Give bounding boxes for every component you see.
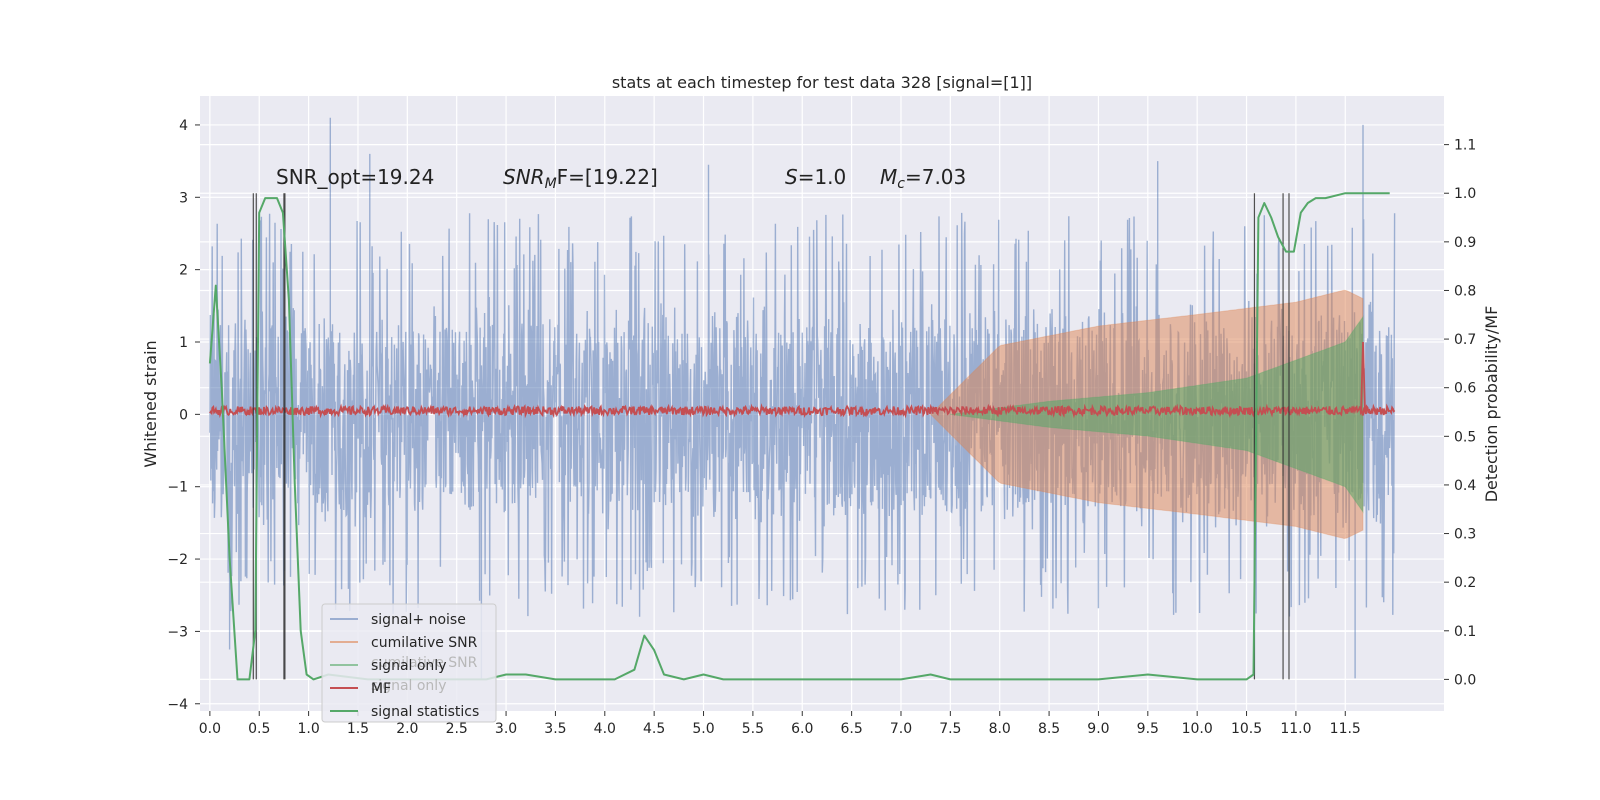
y-tick-label: −2 (167, 552, 188, 568)
plot-area (208, 117, 1396, 681)
y-tick-label: 1 (179, 335, 188, 351)
legend-label-cumulative-snr: cumilative SNR (371, 635, 478, 651)
axes: 0.0 0.5 1.0 1.5 2.0 2.5 3.0 3.5 4.0 4.5 5.0 5.5 6.0 6… (167, 118, 1476, 737)
x-tick-label: 10.5 (1231, 721, 1262, 737)
y-tick-label: −3 (167, 624, 188, 640)
y-axis-label: Whitened strain (141, 340, 160, 467)
y2-tick-label: 0.0 (1454, 672, 1476, 688)
annotation-snr-mf: SNRMF=[19.22] (503, 165, 658, 192)
x-tick-label: 7.5 (939, 721, 961, 737)
x-tick-label: 6.0 (791, 721, 813, 737)
y2-tick-label: 0.9 (1454, 235, 1476, 251)
chart-title: stats at each timestep for test data 328… (612, 73, 1032, 92)
x-tick-label: 4.0 (594, 721, 616, 737)
y2-tick-label: 0.8 (1454, 283, 1476, 299)
legend-label-signal-only: signal only (371, 658, 446, 674)
y-tick-label: 0 (179, 407, 188, 423)
annotation-mc: Mc=7.03 (880, 165, 966, 192)
y-tick-label: −1 (167, 480, 188, 496)
x-tick-label: 4.5 (643, 721, 665, 737)
y2-axis-label: Detection probability/MF (1482, 306, 1501, 503)
y2-tick-label: 1.1 (1454, 138, 1476, 154)
y2-tick-label: 0.7 (1454, 332, 1476, 348)
x-tick-label: 8.0 (989, 721, 1011, 737)
y2-tick-label: 1.0 (1454, 186, 1476, 202)
x-tick-label: 2.5 (446, 721, 468, 737)
annotation-s: S=1.0 (785, 165, 846, 189)
y2-tick-label: 0.3 (1454, 527, 1476, 543)
x-tick-label: 6.5 (840, 721, 862, 737)
mf-line (209, 341, 1396, 419)
y-tick-label: 4 (179, 118, 188, 134)
x-tick-label: 5.5 (742, 721, 764, 737)
x-tick-label: 3.5 (544, 721, 566, 737)
x-tick-label: 1.0 (297, 721, 319, 737)
x-tick-label: 9.0 (1087, 721, 1109, 737)
annotation-snr-opt: SNR_opt=19.24 (276, 165, 434, 189)
signal-statistics-line (208, 192, 1390, 681)
legend-label-signal-noise: signal+ noise (371, 612, 466, 628)
legend: cumilative SNR signal only signal+ noise… (321, 603, 497, 723)
x-tick-label: 5.0 (692, 721, 714, 737)
legend-box (321, 603, 497, 723)
legend-ghost-label-2: signal only (371, 678, 446, 694)
x-tick-label: 0.5 (248, 721, 270, 737)
x-tick-label: 2.0 (396, 721, 418, 737)
x-tick-label: 11.5 (1330, 721, 1361, 737)
x-tick-label: 3.0 (495, 721, 517, 737)
y-tick-label: 3 (179, 190, 188, 206)
y2-tick-label: 0.6 (1454, 381, 1476, 397)
legend-label-mf: MF (371, 681, 391, 697)
y2-tick-label: 0.2 (1454, 575, 1476, 591)
y-tick-label: 2 (179, 263, 188, 279)
x-tick-label: 1.5 (347, 721, 369, 737)
x-tick-label: 8.5 (1038, 721, 1060, 737)
x-tick-label: 9.5 (1137, 721, 1159, 737)
legend-ghost-label-1: cumilative SNR (371, 655, 478, 671)
x-tick-label: 0.0 (199, 721, 221, 737)
x-tick-label: 7.0 (890, 721, 912, 737)
x-tick-label: 10.0 (1182, 721, 1213, 737)
legend-label-signal-statistics: signal statistics (371, 704, 479, 720)
y-tick-label: −4 (167, 697, 188, 713)
y2-tick-label: 0.5 (1454, 429, 1476, 445)
x-tick-label: 11.0 (1280, 721, 1311, 737)
y2-tick-label: 0.4 (1454, 478, 1476, 494)
y2-tick-label: 0.1 (1454, 624, 1476, 640)
